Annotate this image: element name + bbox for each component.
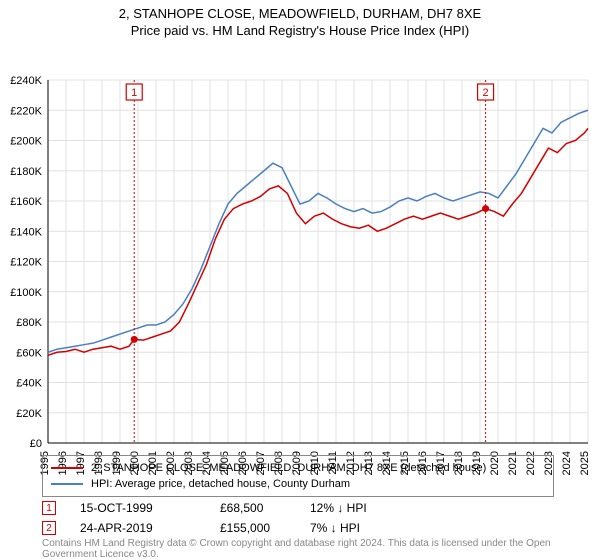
info-date-1: 15-OCT-1999 [80, 501, 220, 515]
svg-text:2: 2 [483, 87, 489, 99]
svg-text:£60K: £60K [16, 347, 42, 359]
svg-text:2025: 2025 [579, 451, 591, 475]
legend: 2, STANHOPE CLOSE, MEADOWFIELD, DURHAM, … [42, 455, 554, 497]
legend-swatch-blue [51, 483, 83, 485]
footer-attribution: Contains HM Land Registry data © Crown c… [42, 538, 562, 560]
svg-text:£100K: £100K [10, 287, 42, 299]
svg-text:£40K: £40K [16, 378, 42, 390]
line-chart-svg: £0 £20K £40K £60K £80K £100K £120K £140K £160K £1… [0, 38, 600, 488]
info-price-2: £155,000 [220, 521, 310, 535]
legend-item-2: HPI: Average price, detached house, Coun… [51, 476, 545, 492]
svg-text:£140K: £140K [10, 226, 42, 238]
svg-text:£80K: £80K [16, 317, 42, 329]
svg-text:£240K: £240K [10, 75, 42, 87]
svg-text:£200K: £200K [10, 136, 42, 148]
info-price-1: £68,500 [220, 501, 310, 515]
svg-text:£160K: £160K [10, 196, 42, 208]
chart-area: £0 £20K £40K £60K £80K £100K £120K £140K £160K £1… [0, 38, 600, 458]
footer-line1: Contains HM Land Registry data © Crown c… [42, 538, 385, 549]
chart-titles: 2, STANHOPE CLOSE, MEADOWFIELD, DURHAM, … [0, 0, 600, 38]
svg-text:£0: £0 [30, 438, 42, 450]
legend-swatch-red [51, 467, 83, 469]
svg-text:2024: 2024 [561, 451, 573, 475]
svg-text:£20K: £20K [16, 408, 42, 420]
transaction-info: 1 15-OCT-1999 £68,500 12% ↓ HPI 2 24-APR… [42, 498, 390, 538]
legend-label-1: 2, STANHOPE CLOSE, MEADOWFIELD, DURHAM, … [91, 462, 486, 474]
info-marker-1: 1 [42, 501, 56, 515]
svg-text:£120K: £120K [10, 257, 42, 269]
info-date-2: 24-APR-2019 [80, 521, 220, 535]
title-address: 2, STANHOPE CLOSE, MEADOWFIELD, DURHAM, … [0, 6, 600, 21]
legend-label-2: HPI: Average price, detached house, Coun… [91, 478, 350, 490]
title-subtitle: Price paid vs. HM Land Registry's House … [0, 23, 600, 38]
svg-text:1: 1 [131, 87, 137, 99]
info-pct-2: 7% ↓ HPI [310, 521, 390, 535]
info-row-2: 2 24-APR-2019 £155,000 7% ↓ HPI [42, 518, 390, 538]
svg-text:£180K: £180K [10, 166, 42, 178]
info-row-1: 1 15-OCT-1999 £68,500 12% ↓ HPI [42, 498, 390, 518]
info-marker-2: 2 [42, 521, 56, 535]
svg-text:£220K: £220K [10, 105, 42, 117]
legend-item-1: 2, STANHOPE CLOSE, MEADOWFIELD, DURHAM, … [51, 460, 545, 476]
info-pct-1: 12% ↓ HPI [310, 501, 390, 515]
